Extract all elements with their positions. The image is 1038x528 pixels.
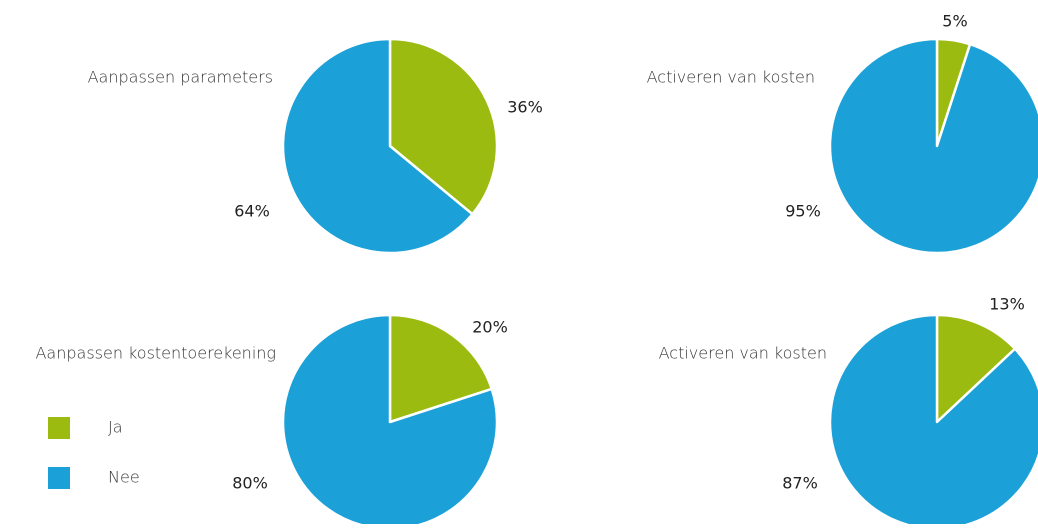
data-label: 36%: [507, 98, 543, 117]
data-label: 5%: [942, 12, 967, 31]
data-label: 13%: [989, 295, 1025, 314]
pie-slice: [935, 313, 1017, 424]
data-label: 87%: [782, 474, 818, 493]
pie-title: Activeren van kosten: [647, 68, 815, 87]
data-label: 64%: [234, 202, 270, 221]
data-label: 95%: [785, 202, 821, 221]
legend-swatch: [48, 467, 70, 489]
data-label: 80%: [232, 474, 268, 493]
pie-slice: [388, 37, 499, 216]
pie-slice: [281, 37, 474, 255]
legend-label: Nee: [108, 468, 140, 487]
pie-slice: [388, 313, 494, 424]
pie-title: Aanpassen parameters: [88, 68, 273, 87]
data-label: 20%: [472, 318, 508, 337]
pie-title: Aanpassen kostentoerekening: [35, 344, 276, 363]
legend-swatch: [48, 417, 70, 439]
pie-slice: [828, 313, 1038, 528]
pie-title: Activeren van kosten: [659, 344, 827, 363]
pie-slice: [828, 37, 1038, 255]
pie-slice: [281, 313, 499, 528]
legend-label: Ja: [108, 418, 123, 437]
